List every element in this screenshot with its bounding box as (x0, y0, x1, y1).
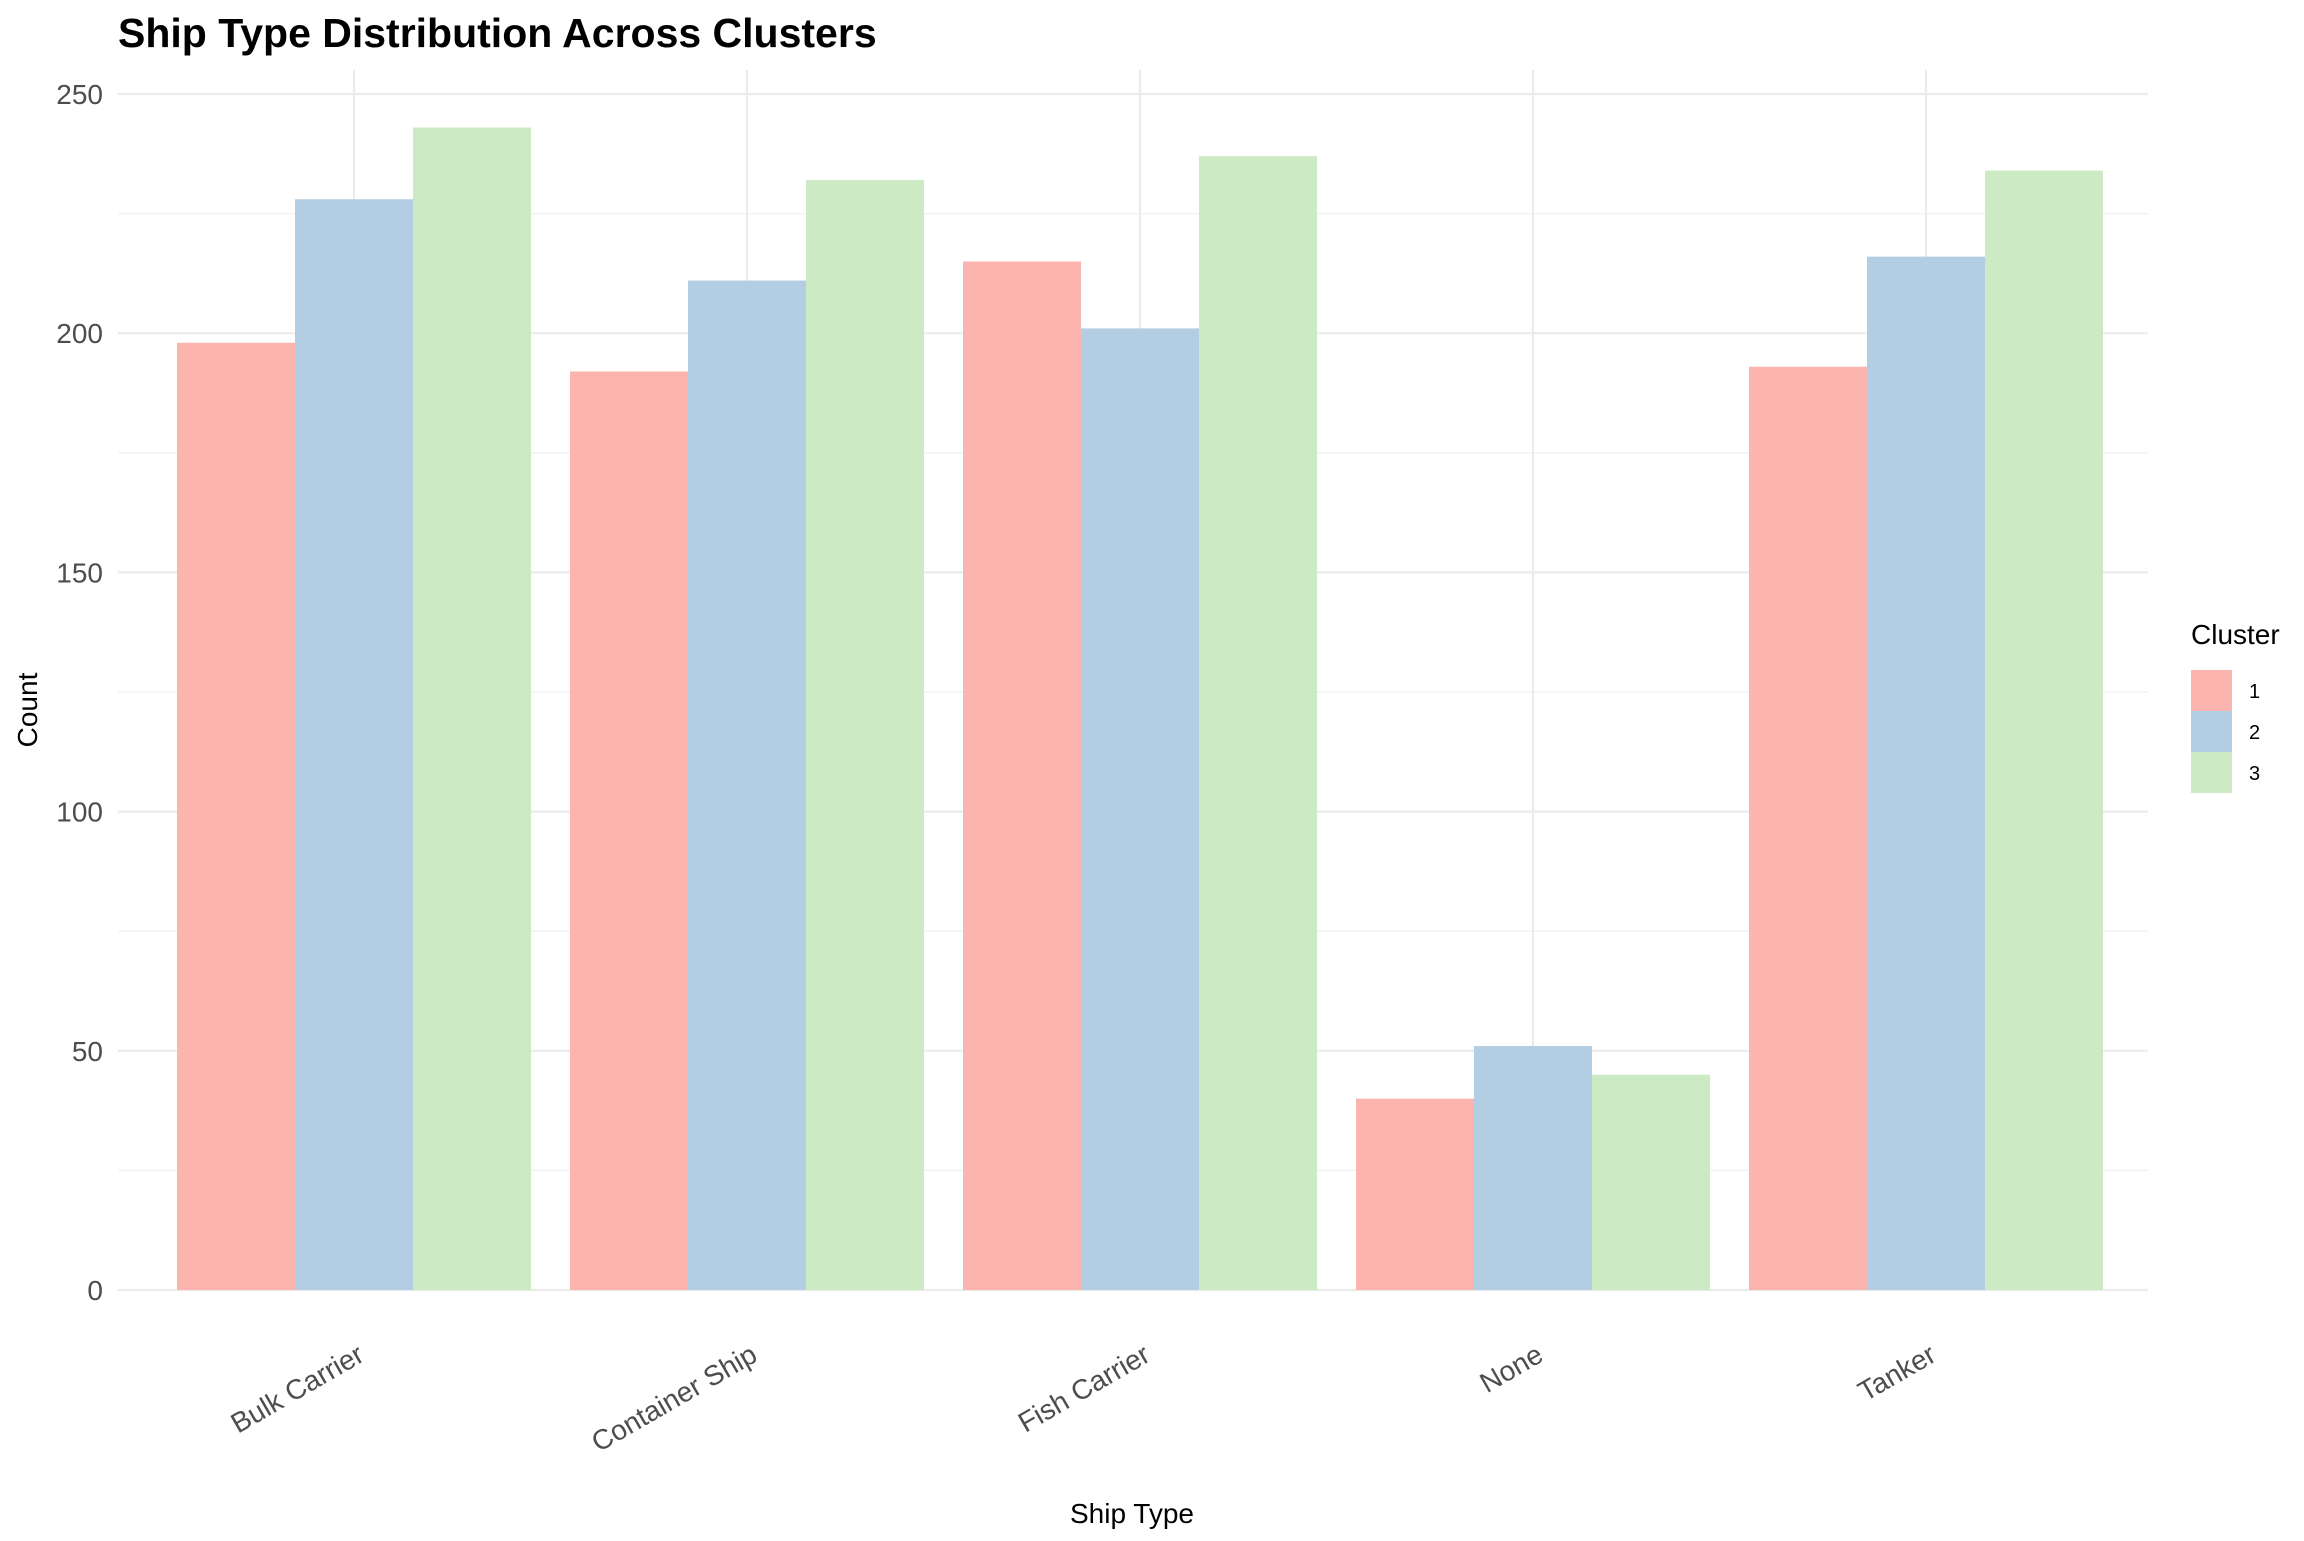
legend-title: Cluster (2191, 619, 2280, 650)
bar (1356, 1098, 1474, 1290)
legend-key (2191, 670, 2232, 711)
y-tick-label: 0 (87, 1275, 103, 1306)
x-tick-label: Container Ship (586, 1338, 762, 1457)
bar (1474, 1046, 1592, 1290)
y-tick-label: 100 (56, 797, 103, 828)
bar (295, 199, 413, 1290)
bar (1081, 328, 1199, 1290)
y-tick-label: 50 (72, 1036, 103, 1067)
x-tick-label: Fish Carrier (1013, 1338, 1155, 1438)
bar (1592, 1074, 1710, 1290)
bar (1867, 256, 1985, 1290)
legend-label: 3 (2249, 763, 2260, 785)
bar (413, 127, 531, 1290)
x-tick-label: None (1475, 1338, 1548, 1398)
legend-label: 1 (2249, 681, 2260, 703)
bar (177, 342, 295, 1290)
legend-key (2191, 752, 2232, 793)
y-tick-label: 200 (56, 318, 103, 349)
bar (1985, 170, 2103, 1291)
legend-key (2191, 711, 2232, 752)
legend-items: 1 2 3 (2191, 670, 2260, 793)
x-axis-ticks: Bulk Carrier Container Ship Fish Carrier No… (225, 1338, 1941, 1457)
bar (1749, 366, 1867, 1290)
y-axis-title: Count (12, 672, 43, 747)
y-tick-label: 150 (56, 557, 103, 588)
bar (1199, 156, 1317, 1290)
bars-layer (177, 127, 2103, 1291)
bar (688, 280, 806, 1290)
y-tick-label: 250 (56, 79, 103, 110)
legend-label: 2 (2249, 722, 2260, 744)
y-axis-ticks: 0 50 100 150 200 250 (56, 79, 103, 1306)
chart-title: Ship Type Distribution Across Clusters (118, 10, 877, 56)
x-axis-title: Ship Type (1070, 1498, 1194, 1529)
x-tick-label: Tanker (1853, 1338, 1941, 1407)
bar (963, 261, 1081, 1291)
legend: Cluster 1 2 3 (2191, 619, 2280, 793)
x-tick-label: Bulk Carrier (225, 1338, 369, 1439)
bar (806, 180, 924, 1290)
bar (570, 371, 688, 1290)
